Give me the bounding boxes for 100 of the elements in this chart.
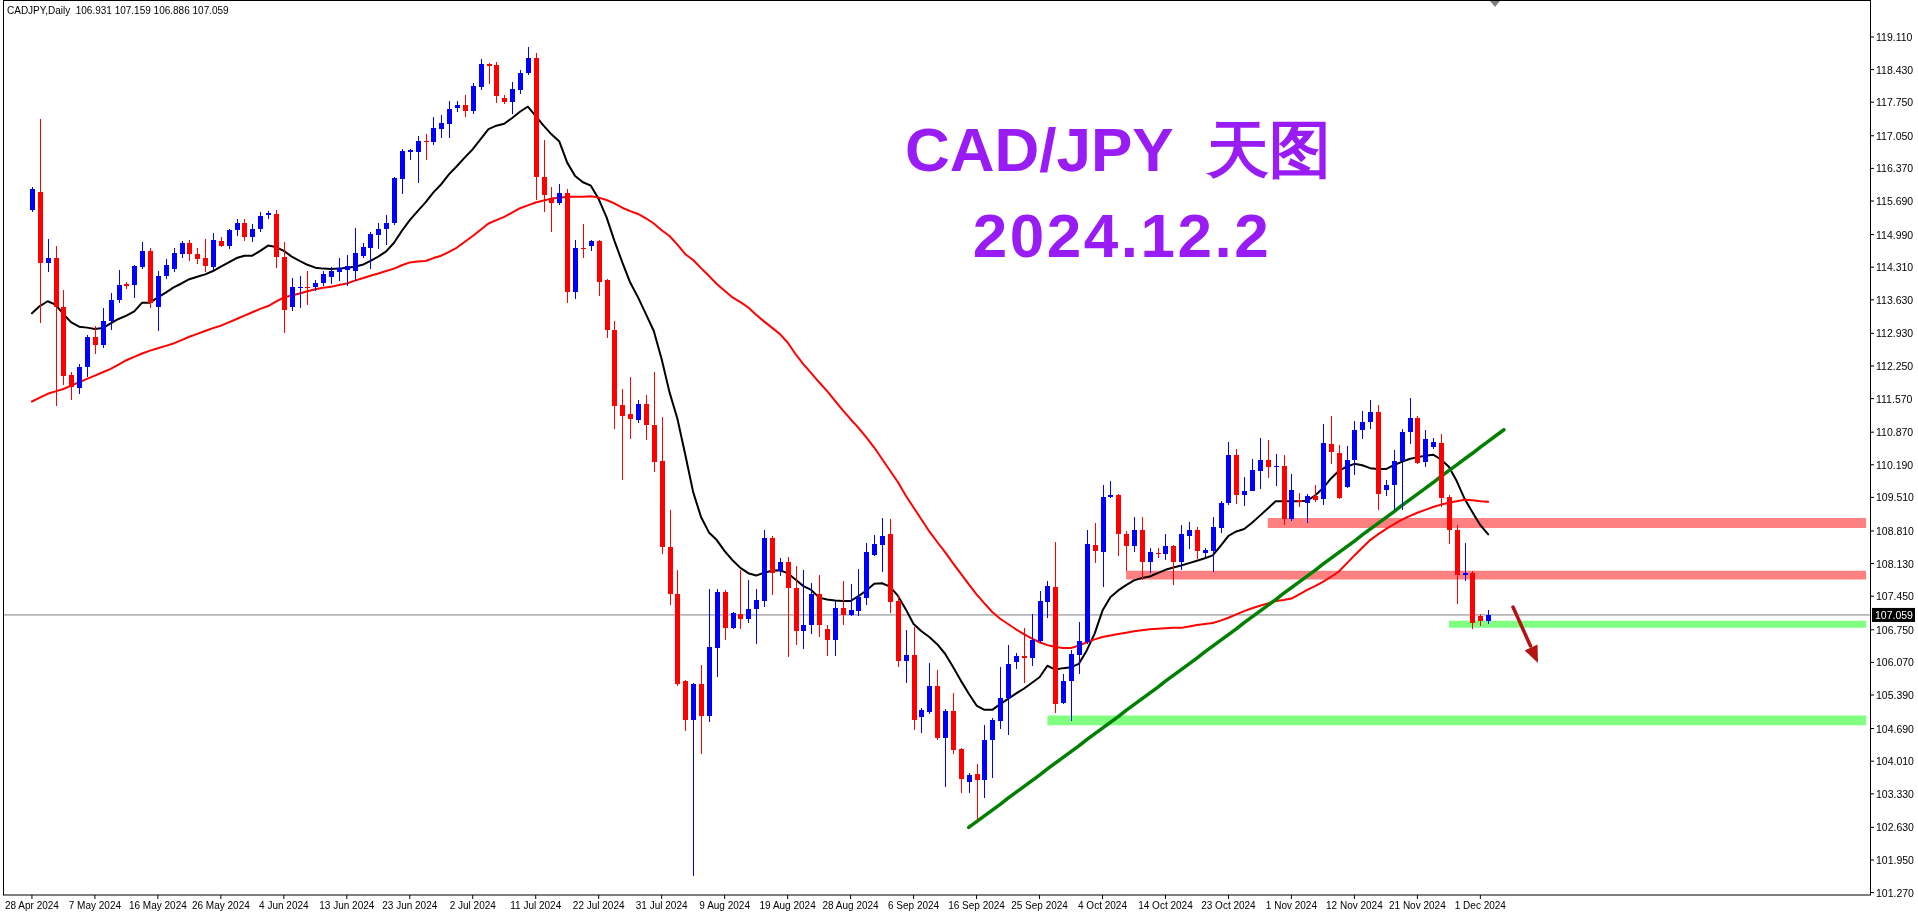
y-tick-label: 119.110 <box>1876 30 1913 43</box>
x-tick-label: 4 Oct 2024 <box>1078 900 1128 911</box>
candlestick <box>1360 410 1365 439</box>
candlestick <box>337 257 342 281</box>
x-tick-label: 2 Jul 2024 <box>449 900 497 911</box>
candlestick <box>77 363 82 394</box>
x-tick-label: 7 May 2024 <box>68 900 122 911</box>
x-tick-label: 9 Aug 2024 <box>699 900 751 911</box>
candlestick <box>203 238 208 272</box>
candlestick <box>801 570 806 649</box>
y-tick-label: 111.570 <box>1876 392 1913 405</box>
candlestick <box>353 227 358 282</box>
candlestick <box>376 223 381 250</box>
y-tick-label: 107.450 <box>1876 590 1915 603</box>
candlestick <box>1045 580 1050 619</box>
x-tick-label: 13 Jun 2024 <box>319 900 375 911</box>
y-tick-label: 104.690 <box>1876 722 1915 735</box>
candlestick <box>93 326 98 355</box>
candlestick <box>1305 494 1310 523</box>
candlestick <box>439 114 444 139</box>
candlestick <box>919 708 924 734</box>
x-tick-label: 16 Sep 2024 <box>948 900 1006 911</box>
candlestick <box>424 133 429 161</box>
candlestick <box>101 308 106 348</box>
x-tick-label: 6 Sep 2024 <box>887 900 940 911</box>
candlestick <box>258 212 263 233</box>
x-tick-label: 23 Oct 2024 <box>1201 900 1257 911</box>
candlestick <box>841 580 846 625</box>
y-tick-label: 105.390 <box>1876 689 1915 701</box>
candlestick <box>1329 415 1334 465</box>
candlestick <box>872 535 877 556</box>
candlestick <box>526 47 531 75</box>
candlestick <box>1077 621 1082 675</box>
x-tick-label: 16 May 2024 <box>128 900 188 911</box>
y-tick-label: 114.310 <box>1876 261 1914 274</box>
line-series <box>966 428 1506 830</box>
candlestick <box>164 258 169 279</box>
candlestick <box>368 232 373 270</box>
candlestick <box>975 764 980 821</box>
x-tick-label: 12 Nov 2024 <box>1326 900 1384 911</box>
candlestick <box>416 136 421 183</box>
y-tick-label: 116.370 <box>1876 162 1914 175</box>
candlestick <box>746 579 751 623</box>
x-tick-label: 25 Sep 2024 <box>1011 900 1069 911</box>
candlestick <box>738 570 743 629</box>
x-tick-label: 11 Jul 2024 <box>510 900 562 911</box>
candlestick <box>1423 429 1428 468</box>
candlestick <box>408 148 413 160</box>
candlestick <box>46 239 51 272</box>
y-tick-label: 101.950 <box>1876 853 1915 866</box>
candlestick <box>1250 459 1255 492</box>
candlestick <box>518 69 523 94</box>
y-tick-label: 118.430 <box>1876 63 1914 76</box>
candlestick <box>1187 521 1192 550</box>
y-tick-label: 104.010 <box>1876 755 1915 768</box>
x-tick-label: 28 Apr 2024 <box>4 900 60 911</box>
candlestick <box>620 388 625 481</box>
candlestick <box>1408 398 1413 445</box>
y-tick-label: 110.190 <box>1876 458 1914 471</box>
candlestick <box>1368 400 1373 429</box>
candlestick <box>1258 438 1263 490</box>
y-tick-label: 115.690 <box>1876 195 1914 207</box>
candlestick <box>628 377 633 440</box>
candlestick <box>1297 493 1302 507</box>
candlestick <box>227 228 232 250</box>
candlestick <box>117 269 122 304</box>
candlestick <box>140 241 145 269</box>
x-tick-label: 26 May 2024 <box>191 900 251 911</box>
candlestick <box>242 218 247 242</box>
x-tick-label: 31 Jul 2024 <box>635 900 688 911</box>
candlestick <box>510 81 515 115</box>
candlestick <box>345 255 350 287</box>
annotation: CADJPY,Daily 106.931 107.159 106.886 107.059 <box>7 5 230 16</box>
y-tick-label: 108.130 <box>1876 557 1915 570</box>
candlestick <box>644 395 649 441</box>
candlestick <box>109 292 114 330</box>
y-tick-label: 113.630 <box>1876 293 1914 306</box>
x-tick-label: 4 Jun 2024 <box>259 900 310 911</box>
candlestick <box>69 371 74 400</box>
candlestick <box>1195 526 1200 560</box>
x-tick-label: 23 Jun 2024 <box>382 900 438 911</box>
y-tick-label: 101.270 <box>1876 886 1915 899</box>
candlestick <box>754 588 759 645</box>
y-tick-label: 112.250 <box>1876 359 1914 372</box>
x-tick-label: 22 Jul 2024 <box>572 900 625 911</box>
candlestick <box>463 94 468 117</box>
candlestick <box>1093 523 1098 563</box>
y-tick-label: 110.870 <box>1876 426 1914 439</box>
candlestick <box>990 718 995 778</box>
candlestick <box>431 117 436 146</box>
candlestick <box>1266 440 1271 479</box>
candlestick <box>172 248 177 272</box>
candlestick <box>856 569 861 616</box>
candlestick <box>1171 544 1176 586</box>
x-tick-label: 14 Oct 2024 <box>1138 900 1194 911</box>
candlestick <box>998 666 1003 730</box>
y-tick-label: 117.750 <box>1876 96 1914 109</box>
y-tick-label: 117.050 <box>1876 129 1914 142</box>
y-tick-label: 102.630 <box>1876 821 1915 834</box>
candlestick <box>1392 450 1397 510</box>
